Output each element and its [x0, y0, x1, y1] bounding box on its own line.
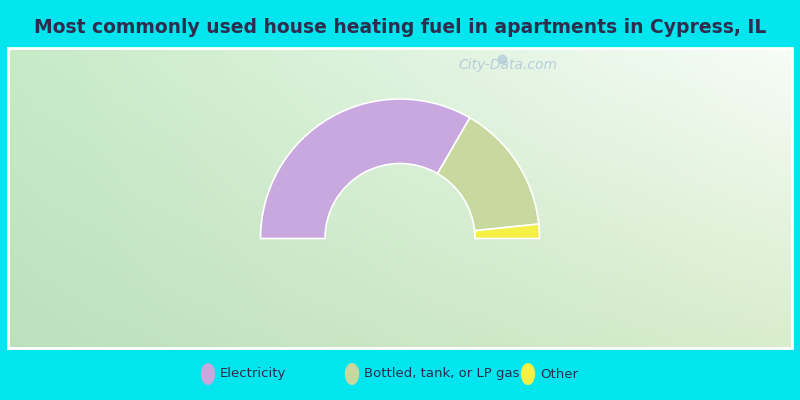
Text: Electricity: Electricity — [220, 368, 286, 380]
Text: Most commonly used house heating fuel in apartments in Cypress, IL: Most commonly used house heating fuel in… — [34, 18, 766, 37]
Text: City-Data.com: City-Data.com — [458, 58, 558, 72]
Text: Bottled, tank, or LP gas: Bottled, tank, or LP gas — [364, 368, 519, 380]
Wedge shape — [474, 224, 539, 238]
Wedge shape — [261, 99, 470, 238]
Text: Other: Other — [540, 368, 578, 380]
Wedge shape — [438, 118, 538, 231]
